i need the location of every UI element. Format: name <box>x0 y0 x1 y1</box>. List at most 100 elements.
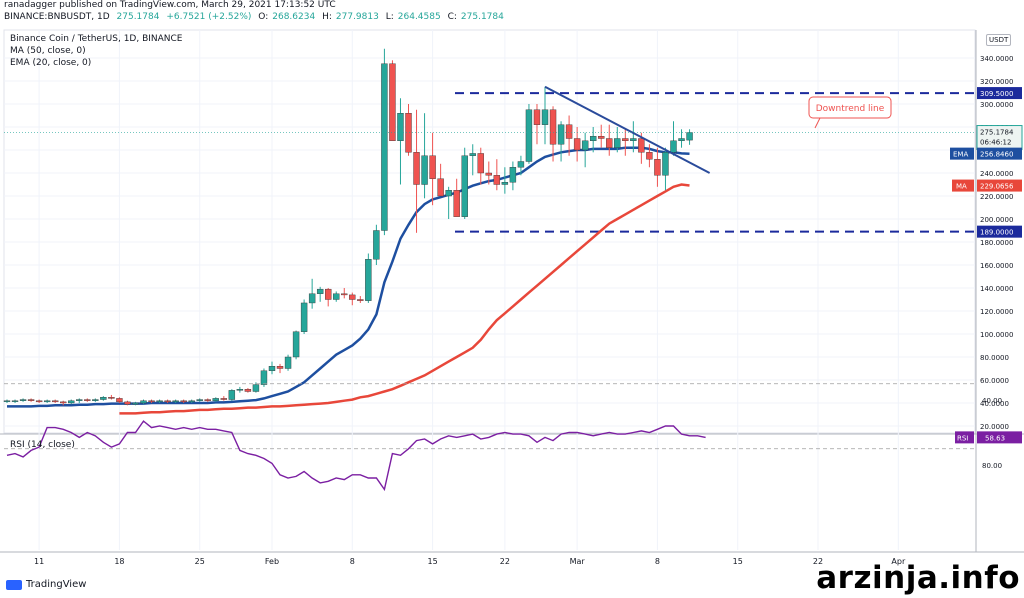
candle-body <box>300 302 308 332</box>
candle-body <box>614 138 621 148</box>
candle-body <box>132 402 139 405</box>
tradingview-logo-text: TradingView <box>26 579 87 590</box>
candle-body <box>389 63 396 142</box>
candle-body <box>565 124 573 139</box>
rsi-tag-box <box>955 431 974 444</box>
candle-body <box>35 400 43 403</box>
candle-body <box>622 138 629 141</box>
candle-body <box>51 400 59 403</box>
candle-body <box>670 140 677 153</box>
candle-body <box>252 384 260 392</box>
candle-body <box>204 399 211 401</box>
candle-body <box>445 190 452 197</box>
high-value: 277.9813 <box>335 12 379 22</box>
candle-body <box>172 400 179 403</box>
candle-body <box>148 400 155 403</box>
candle-body <box>27 399 35 401</box>
ema-value-box <box>977 147 1022 160</box>
low-label: L: <box>385 12 394 22</box>
rsi-tick-label: 80.00 <box>982 462 1002 470</box>
candle-body <box>164 400 171 403</box>
candle-body <box>485 172 492 176</box>
publisher-line: ranadagger published on TradingView.com,… <box>4 0 340 10</box>
close-value: 275.1784 <box>460 12 504 22</box>
candle-body <box>92 399 99 401</box>
annotation-pointer <box>814 117 821 129</box>
ma-value: 229.0656 <box>980 183 1014 191</box>
ema-legend[interactable]: EMA (20, close, 0) <box>10 58 92 68</box>
close-label: C: <box>447 12 457 22</box>
candle-body <box>140 400 147 404</box>
candle-body <box>68 400 75 404</box>
x-tick-label: Mar <box>570 557 586 566</box>
y-tick-label: 200.0000 <box>980 216 1013 224</box>
candle-body <box>678 138 685 141</box>
candle-body <box>573 138 581 151</box>
candle-body <box>84 399 91 401</box>
candle-body <box>341 293 348 296</box>
candle-body <box>156 400 163 403</box>
symbol-label: BINANCE:BNBUSDT, 1D <box>4 12 110 22</box>
open-value: 268.6234 <box>272 12 316 22</box>
candle-body <box>43 400 51 403</box>
x-tick-label: 15 <box>733 557 743 566</box>
candle-body <box>244 389 252 392</box>
candle-body <box>373 230 380 260</box>
annotation-box <box>808 96 892 119</box>
rsi-value: 58.63 <box>985 434 1005 442</box>
candle-body <box>268 366 276 372</box>
currency-badge[interactable]: USDT <box>986 34 1012 46</box>
tradingview-logo[interactable]: TradingView <box>6 579 86 590</box>
y-tick-label: 180.0000 <box>980 239 1013 247</box>
candle-body <box>228 390 236 400</box>
candle-body <box>196 399 203 401</box>
candle-body <box>517 161 525 168</box>
y-tick-label: 160.0000 <box>980 262 1013 270</box>
candle-body <box>413 152 420 185</box>
y-tick-label: 60.0000 <box>980 377 1009 385</box>
level-label-box <box>977 87 1022 100</box>
open-label: O: <box>258 12 269 22</box>
candle-body <box>581 140 589 151</box>
candle-body <box>3 400 11 402</box>
level-label: 189.0000 <box>980 229 1013 237</box>
level-label: 309.5000 <box>980 90 1013 98</box>
level-label-box <box>977 225 1022 238</box>
last-price-box <box>976 125 1023 151</box>
chart-title[interactable]: Binance Coin / TetherUS, 1D, BINANCE <box>10 34 183 44</box>
price-change: +6.7521 (+2.52%) <box>166 12 252 22</box>
candle-body <box>686 132 693 141</box>
x-tick-label: Feb <box>265 557 279 566</box>
candle-body <box>437 178 444 197</box>
candle-body <box>589 135 597 141</box>
candle-body <box>453 190 460 217</box>
candle-body <box>76 399 83 401</box>
rsi-legend[interactable]: RSI (14, close) <box>10 440 75 450</box>
tradingview-icon <box>6 579 22 590</box>
candle-body <box>333 293 340 300</box>
y-tick-label: 80.0000 <box>980 354 1009 362</box>
candle-body <box>646 152 653 160</box>
candle-body <box>630 138 637 141</box>
x-tick-label: 18 <box>114 557 124 566</box>
candle-body <box>180 400 187 403</box>
candle-body <box>525 109 533 162</box>
x-tick-label: 15 <box>427 557 437 566</box>
candle-body <box>11 400 19 402</box>
candle-body <box>405 112 412 153</box>
y-tick-label: 240.0000 <box>980 170 1013 178</box>
y-tick-label: 340.0000 <box>980 55 1013 63</box>
candle-body <box>381 63 388 231</box>
x-tick-label: 22 <box>813 557 823 566</box>
y-tick-label: 40.0000 <box>980 400 1009 408</box>
candle-body <box>541 109 549 125</box>
ma-legend[interactable]: MA (50, close, 0) <box>10 46 86 56</box>
candle-body <box>357 299 364 301</box>
high-label: H: <box>322 12 332 22</box>
candle-body <box>236 389 244 391</box>
candle-body <box>292 331 300 358</box>
ema-tag-box <box>950 147 974 160</box>
candle-body <box>212 398 219 401</box>
candle-body <box>557 124 565 145</box>
